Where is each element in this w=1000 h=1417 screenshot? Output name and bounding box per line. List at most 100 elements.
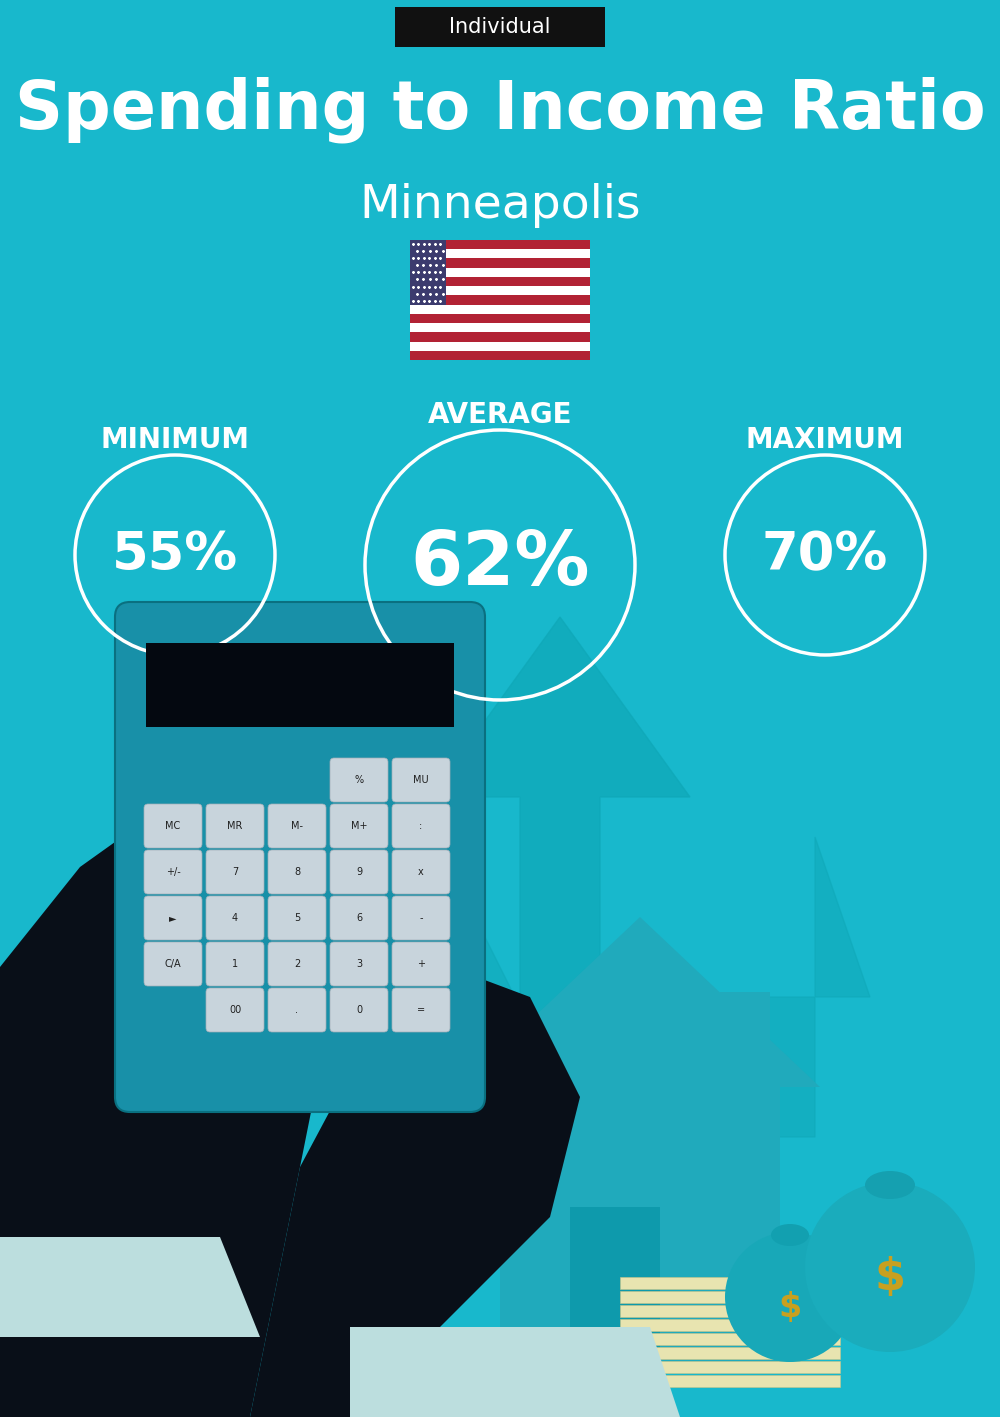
FancyBboxPatch shape <box>392 803 450 847</box>
Circle shape <box>805 1182 975 1352</box>
Text: MU: MU <box>413 775 429 785</box>
FancyBboxPatch shape <box>620 1348 840 1359</box>
Text: M-: M- <box>291 820 303 830</box>
Polygon shape <box>0 1237 260 1338</box>
FancyBboxPatch shape <box>570 1207 660 1367</box>
Polygon shape <box>350 1326 680 1417</box>
FancyBboxPatch shape <box>620 1277 840 1289</box>
FancyBboxPatch shape <box>268 896 326 939</box>
Text: 2: 2 <box>294 959 300 969</box>
Text: 5: 5 <box>294 913 300 922</box>
Text: .: . <box>296 1005 298 1015</box>
FancyBboxPatch shape <box>330 850 388 894</box>
FancyBboxPatch shape <box>392 942 450 986</box>
Polygon shape <box>250 966 580 1417</box>
FancyBboxPatch shape <box>392 758 450 802</box>
FancyBboxPatch shape <box>206 803 264 847</box>
FancyBboxPatch shape <box>330 758 388 802</box>
Text: 3: 3 <box>356 959 362 969</box>
FancyBboxPatch shape <box>410 268 590 276</box>
Text: MINIMUM: MINIMUM <box>100 427 250 453</box>
Text: =: = <box>417 1005 425 1015</box>
FancyBboxPatch shape <box>410 313 590 323</box>
FancyBboxPatch shape <box>410 258 590 268</box>
FancyBboxPatch shape <box>330 988 388 1032</box>
Text: 9: 9 <box>356 867 362 877</box>
FancyBboxPatch shape <box>144 803 202 847</box>
FancyBboxPatch shape <box>268 988 326 1032</box>
FancyBboxPatch shape <box>620 1305 840 1316</box>
Text: Individual: Individual <box>449 17 551 37</box>
FancyBboxPatch shape <box>330 896 388 939</box>
FancyBboxPatch shape <box>410 333 590 341</box>
Text: MAXIMUM: MAXIMUM <box>746 427 904 453</box>
FancyBboxPatch shape <box>620 1291 840 1304</box>
FancyBboxPatch shape <box>392 850 450 894</box>
Text: 4: 4 <box>232 913 238 922</box>
FancyBboxPatch shape <box>410 239 446 305</box>
Ellipse shape <box>865 1170 915 1199</box>
Polygon shape <box>0 818 350 1417</box>
Text: +/-: +/- <box>166 867 180 877</box>
FancyBboxPatch shape <box>410 341 590 351</box>
FancyBboxPatch shape <box>144 942 202 986</box>
FancyBboxPatch shape <box>206 850 264 894</box>
FancyBboxPatch shape <box>410 351 590 360</box>
Text: M+: M+ <box>351 820 367 830</box>
Text: 7: 7 <box>232 867 238 877</box>
Polygon shape <box>460 917 820 1087</box>
Polygon shape <box>750 837 870 1136</box>
Text: -: - <box>419 913 423 922</box>
FancyBboxPatch shape <box>410 276 590 286</box>
Text: 8: 8 <box>294 867 300 877</box>
FancyBboxPatch shape <box>146 643 454 727</box>
Circle shape <box>725 1231 855 1362</box>
FancyBboxPatch shape <box>144 850 202 894</box>
Text: 6: 6 <box>356 913 362 922</box>
FancyBboxPatch shape <box>620 1319 840 1331</box>
Text: x: x <box>418 867 424 877</box>
Text: 0: 0 <box>356 1005 362 1015</box>
FancyBboxPatch shape <box>720 992 770 1087</box>
Polygon shape <box>350 867 550 1067</box>
Text: +: + <box>417 959 425 969</box>
FancyBboxPatch shape <box>500 1087 780 1367</box>
FancyBboxPatch shape <box>206 896 264 939</box>
Text: 1: 1 <box>232 959 238 969</box>
Polygon shape <box>430 616 690 1067</box>
FancyBboxPatch shape <box>410 249 590 258</box>
Text: 55%: 55% <box>112 529 238 581</box>
FancyBboxPatch shape <box>144 896 202 939</box>
FancyBboxPatch shape <box>268 850 326 894</box>
Text: 62%: 62% <box>410 529 590 601</box>
FancyBboxPatch shape <box>410 295 590 305</box>
FancyBboxPatch shape <box>392 896 450 939</box>
FancyBboxPatch shape <box>206 988 264 1032</box>
FancyBboxPatch shape <box>620 1333 840 1345</box>
FancyBboxPatch shape <box>410 305 590 313</box>
FancyBboxPatch shape <box>115 602 485 1112</box>
Text: 00: 00 <box>229 1005 241 1015</box>
FancyBboxPatch shape <box>410 239 590 360</box>
FancyBboxPatch shape <box>395 7 605 47</box>
Text: 70%: 70% <box>762 529 888 581</box>
Text: Minneapolis: Minneapolis <box>359 183 641 228</box>
Text: AVERAGE: AVERAGE <box>428 401 572 429</box>
FancyBboxPatch shape <box>268 942 326 986</box>
FancyBboxPatch shape <box>620 1360 840 1373</box>
Text: :: : <box>419 820 423 830</box>
FancyBboxPatch shape <box>410 323 590 333</box>
Text: ►: ► <box>169 913 177 922</box>
FancyBboxPatch shape <box>330 803 388 847</box>
FancyBboxPatch shape <box>410 239 590 249</box>
FancyBboxPatch shape <box>206 942 264 986</box>
Text: C/A: C/A <box>165 959 181 969</box>
Text: %: % <box>354 775 364 785</box>
Text: Spending to Income Ratio: Spending to Income Ratio <box>15 77 985 143</box>
Text: MC: MC <box>165 820 181 830</box>
FancyBboxPatch shape <box>392 988 450 1032</box>
Text: $: $ <box>874 1255 906 1298</box>
Text: MR: MR <box>227 820 243 830</box>
FancyBboxPatch shape <box>330 942 388 986</box>
Text: $: $ <box>778 1291 802 1323</box>
